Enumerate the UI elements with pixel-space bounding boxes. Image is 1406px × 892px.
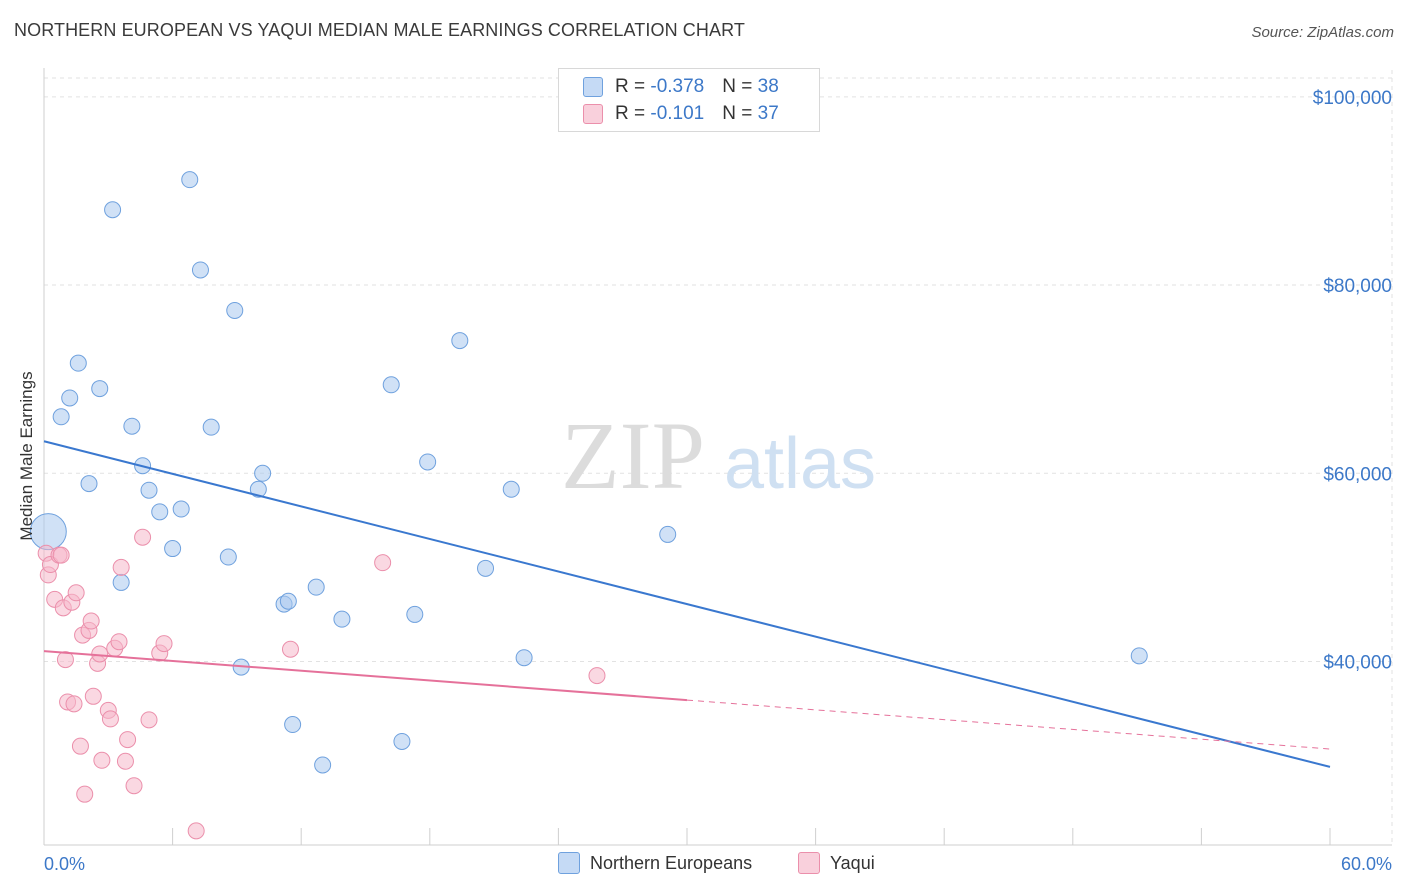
northern-european-point [502, 480, 520, 498]
legend-swatch-yaqui [583, 104, 603, 124]
yaqui-point [119, 731, 137, 749]
northern-european-point [191, 261, 209, 279]
northern-european-point [307, 578, 325, 596]
data-points [29, 171, 1148, 840]
legend-swatch-northern [583, 77, 603, 97]
northern-european-point [164, 540, 182, 558]
yaqui-point [116, 752, 134, 770]
yaqui-trendline-extension [686, 699, 1331, 750]
northern-european-point [279, 592, 297, 610]
northern-european-point [52, 408, 70, 426]
trend-lines [43, 440, 1331, 768]
northern-european-point [393, 732, 411, 750]
y-axis-label: Median Male Earnings [17, 371, 36, 540]
northern-european-point [249, 480, 267, 498]
yaqui-point [71, 737, 89, 755]
chart-title: NORTHERN EUROPEAN VS YAQUI MEDIAN MALE E… [14, 20, 745, 40]
yaqui-point [101, 710, 119, 728]
yaqui-point [52, 546, 70, 564]
yaqui-point [281, 640, 299, 658]
yaqui-point [65, 695, 83, 713]
northern-european-point [314, 756, 332, 774]
bottom-legend-label-yaqui: Yaqui [830, 852, 875, 873]
correlation-legend: R = -0.378 N = 38 R = -0.101 N = 37 [558, 68, 820, 132]
x-tick-label-min: 0.0% [44, 854, 85, 874]
source-label: Source: ZipAtlas.com [1251, 24, 1394, 41]
yaqui-point [112, 558, 130, 576]
northern-european-point [202, 418, 220, 436]
northern-european-point [123, 417, 141, 435]
northern-european-point [515, 649, 533, 667]
northern-european-point [91, 380, 109, 398]
northern-european-point [226, 301, 244, 319]
northern-european-point [69, 354, 87, 372]
northern-european-point [382, 376, 400, 394]
yaqui-point [93, 751, 111, 769]
northern-european-point [1130, 647, 1148, 665]
yaqui-point [134, 528, 152, 546]
northern-european-point [172, 500, 190, 518]
y-tick-label: $40,000 [1323, 652, 1392, 673]
northern-european-point [284, 716, 302, 734]
watermark-atlas: atlas [724, 424, 876, 504]
northern-european-trendline [43, 440, 1331, 768]
bottom-legend-swatch-northern [558, 852, 580, 874]
yaqui-point [82, 612, 100, 630]
legend-n-label: N = [722, 76, 758, 97]
yaqui-point [110, 633, 128, 651]
yaqui-point [56, 651, 74, 669]
watermark-zip: ZIP [561, 402, 705, 509]
northern-european-point [219, 548, 237, 566]
yaqui-point [374, 554, 392, 572]
y-tick-label: $60,000 [1323, 464, 1392, 485]
bottom-legend-label-northern: Northern Europeans [590, 852, 753, 873]
yaqui-trendline [43, 650, 688, 702]
yaqui-point [140, 711, 158, 729]
yaqui-point [84, 687, 102, 705]
legend-n-value: 38 [757, 76, 779, 97]
y-tick-label: $100,000 [1313, 88, 1392, 109]
northern-european-point [80, 475, 98, 493]
bottom-legend-swatch-yaqui [798, 852, 820, 874]
y-tick-labels: $40,000 $60,000 $80,000 $100,000 [1313, 88, 1392, 674]
northern-european-point [112, 573, 130, 591]
bottom-legend-northern: Northern Europeans [558, 852, 752, 874]
yaqui-point [187, 822, 205, 840]
northern-european-point [151, 503, 169, 521]
northern-european-point [419, 453, 437, 471]
legend-r-value: -0.101 [650, 103, 705, 124]
legend-n-label: N = [722, 103, 758, 124]
y-tick-label: $80,000 [1323, 276, 1392, 297]
legend-r-label: R = [615, 76, 651, 97]
northern-european-point [406, 605, 424, 623]
northern-european-point [254, 464, 272, 482]
northern-european-point [181, 171, 199, 189]
northern-european-point [451, 332, 469, 350]
legend-row-northern: R = -0.378 N = 38 [583, 75, 779, 99]
legend-n-value: 37 [757, 103, 779, 124]
northern-european-point [333, 610, 351, 628]
watermark: ZIP atlas [561, 402, 876, 509]
northern-european-point [477, 559, 495, 577]
northern-european-point [140, 481, 158, 499]
yaqui-point [588, 667, 606, 685]
yaqui-point [76, 785, 94, 803]
grid-lines [44, 70, 1393, 845]
northern-european-point [61, 389, 79, 407]
yaqui-point [125, 777, 143, 795]
yaqui-point [67, 584, 85, 602]
yaqui-point [155, 635, 173, 653]
legend-r-value: -0.378 [650, 76, 705, 97]
northern-european-point [104, 201, 122, 219]
x-tick-label-max: 60.0% [1341, 854, 1392, 874]
legend-r-label: R = [615, 103, 651, 124]
axes [43, 68, 1392, 846]
northern-european-point [659, 525, 677, 543]
legend-row-yaqui: R = -0.101 N = 37 [583, 102, 779, 126]
bottom-legend-yaqui: Yaqui [798, 852, 875, 874]
